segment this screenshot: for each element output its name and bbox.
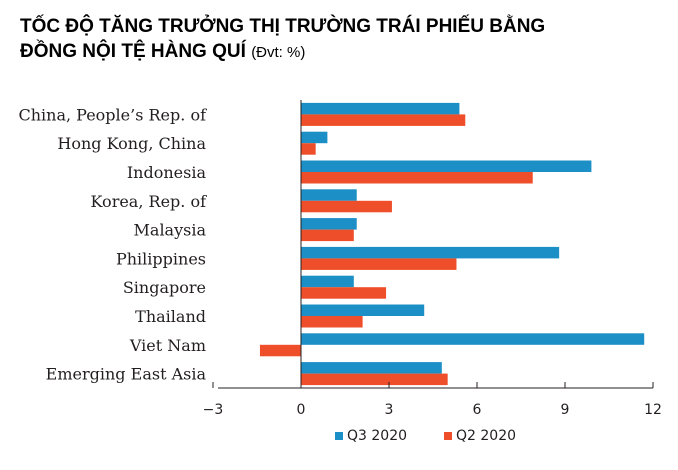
bar-q2-2020-3 bbox=[301, 200, 392, 213]
bar-q3-2020-6 bbox=[301, 275, 354, 288]
bars-group bbox=[259, 102, 645, 386]
title-line-1: TỐC ĐỘ TĂNG TRƯỞNG THỊ TRƯỜNG TRÁI PHIẾU… bbox=[20, 16, 546, 37]
category-label: China, People’s Rep. of bbox=[18, 105, 207, 124]
x-tick-label: 0 bbox=[297, 402, 306, 418]
axes-group: −3 0 3 6 9 12 bbox=[203, 100, 662, 418]
legend-label: Q2 2020 bbox=[456, 428, 516, 444]
unit-label: (Đvt: %) bbox=[251, 44, 306, 61]
legend-swatch bbox=[444, 432, 452, 440]
bar-q2-2020-2 bbox=[301, 172, 533, 184]
bar-q3-2020-1 bbox=[301, 131, 328, 144]
bar-q2-2020-0 bbox=[301, 114, 466, 126]
legend: Q3 2020 Q2 2020 bbox=[335, 428, 516, 444]
chart-title: TỐC ĐỘ TĂNG TRƯỞNG THỊ TRƯỜNG TRÁI PHIẾU… bbox=[20, 14, 660, 65]
bar-q3-2020-9 bbox=[301, 362, 442, 374]
legend-label: Q3 2020 bbox=[347, 428, 407, 444]
bar-q3-2020-2 bbox=[301, 160, 592, 172]
bar-q2-2020-4 bbox=[301, 229, 354, 242]
category-labels: China, People’s Rep. of Hong Kong, China I… bbox=[18, 105, 207, 383]
bar-q2-2020-6 bbox=[301, 287, 387, 299]
x-tick-label: 3 bbox=[385, 402, 394, 418]
title-line-2-text: ĐỒNG NỘI TỆ HÀNG QUÍ bbox=[20, 41, 246, 62]
category-label: Philippines bbox=[116, 249, 206, 268]
category-label: Emerging East Asia bbox=[46, 365, 207, 384]
category-label: Viet Nam bbox=[129, 336, 206, 355]
category-label: Hong Kong, China bbox=[57, 134, 206, 153]
x-tick-label: 9 bbox=[561, 402, 570, 418]
bar-q3-2020-7 bbox=[301, 304, 425, 316]
category-label: Korea, Rep. of bbox=[91, 192, 208, 211]
x-tick-label: 6 bbox=[473, 402, 482, 418]
bar-q3-2020-8 bbox=[301, 333, 645, 345]
bar-q2-2020-5 bbox=[301, 258, 457, 270]
bar-q3-2020-4 bbox=[301, 218, 357, 230]
bar-q3-2020-5 bbox=[301, 246, 560, 259]
category-label: Thailand bbox=[135, 307, 206, 326]
bar-q3-2020-0 bbox=[301, 102, 460, 115]
title-line-2: ĐỒNG NỘI TỆ HÀNG QUÍ (Đvt: %) bbox=[20, 39, 660, 65]
bar-q2-2020-9 bbox=[301, 373, 448, 386]
bar-q2-2020-7 bbox=[301, 316, 363, 328]
bar-q3-2020-3 bbox=[301, 189, 357, 201]
category-label: Indonesia bbox=[127, 163, 207, 182]
x-tick-label: −3 bbox=[203, 402, 224, 418]
x-tick-label: 12 bbox=[644, 402, 662, 418]
legend-swatch bbox=[335, 432, 343, 440]
bar-q2-2020-8 bbox=[259, 344, 301, 357]
category-label: Singapore bbox=[123, 278, 206, 297]
category-label: Malaysia bbox=[134, 221, 207, 240]
bar-q2-2020-1 bbox=[301, 143, 316, 155]
